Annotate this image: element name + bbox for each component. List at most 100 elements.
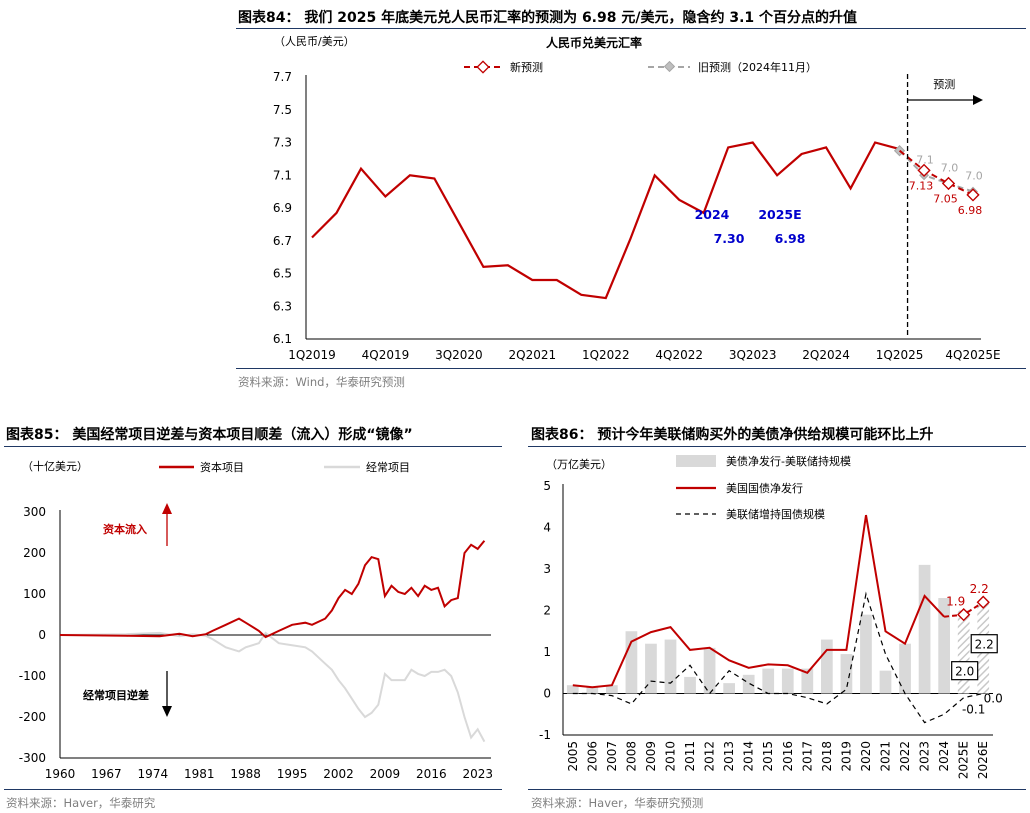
x-tick-label: 2016 — [416, 767, 447, 781]
y-tick-label: 0 — [543, 687, 551, 701]
net-supply-bar — [606, 685, 618, 694]
net-supply-bar — [625, 631, 638, 694]
new-forecast-marker — [917, 163, 931, 177]
x-tick-label: 2023 — [918, 741, 932, 772]
fig85-title: 图表85： 美国经常项目逆差与资本项目顺差（流入）形成“镜像” — [6, 427, 413, 443]
x-tick-label: 1995 — [277, 767, 308, 781]
x-tick-label: 2021 — [879, 741, 893, 772]
fig85-chart: （十亿美元） -300 -200 -100 0 100 200 300 1960 1967 1974… — [19, 459, 493, 781]
x-tick-label: 2019 — [839, 741, 853, 772]
x-tick-label: 3Q2020 — [435, 348, 483, 362]
x-tick-label: 2016 — [781, 741, 795, 772]
y-tick-label: 7.1 — [273, 168, 292, 182]
bar-value-box-label: 2.2 — [975, 638, 994, 652]
capital-inflow-label: 资本流入 — [103, 522, 147, 536]
x-tick-label: 1Q2022 — [582, 348, 630, 362]
y-tick-label: 7.5 — [273, 103, 292, 117]
current-account-line — [59, 631, 486, 743]
y-tick-label: 7.7 — [273, 70, 292, 84]
new-forecast-marker — [966, 188, 980, 202]
old-forecast-line — [898, 149, 974, 193]
x-tick-label: 1981 — [184, 767, 215, 781]
fig84-title: 图表84： 我们 2025 年底美元兑人民币汇率的预测为 6.98 元/美元，隐… — [238, 10, 858, 26]
history-line — [311, 141, 900, 300]
y-tick-label: 3 — [543, 562, 551, 576]
fed-forecast-value-label: 0.0 — [984, 692, 1003, 706]
capital-account-line — [59, 540, 486, 639]
old-forecast-value-label: 7.0 — [965, 170, 983, 183]
y-axis-unit: （十亿美元） — [22, 459, 88, 473]
net-supply-bar — [938, 598, 950, 694]
year-2025-label: 2025E — [758, 207, 801, 222]
legend-new-marker — [476, 60, 490, 74]
net-supply-bar — [821, 639, 833, 694]
x-tick-label: 2012 — [703, 741, 717, 772]
net-supply-bar — [742, 674, 755, 694]
new-forecast-marker — [941, 176, 956, 191]
fig84-bottom-rule — [236, 368, 1026, 369]
y-axis-unit: （人民币/美元） — [274, 35, 355, 48]
year-2024-label: 2024 — [695, 207, 730, 222]
new-forecast-value-label: 7.13 — [909, 179, 934, 192]
treasury-forecast-value-label: 1.9 — [946, 595, 965, 609]
y-tick-label: 6.7 — [273, 234, 292, 248]
x-tick-label: 2024 — [937, 741, 951, 772]
legend-old-label: 旧预测（2024年11月） — [698, 60, 817, 74]
net-supply-bar — [957, 610, 970, 694]
legend-net-label: 美国国债净发行 — [726, 481, 803, 495]
y-tick-label: 4 — [543, 521, 551, 535]
legend-new-label: 新预测 — [510, 60, 543, 74]
net-supply-bar — [586, 687, 599, 694]
x-tick-label: 3Q2023 — [729, 348, 777, 362]
x-tick-label: 2010 — [664, 741, 678, 772]
y-tick-label: 2 — [543, 604, 551, 618]
forecast-label: 预测 — [933, 78, 955, 91]
new-forecast-line — [898, 149, 974, 196]
x-tick-label: 2011 — [683, 741, 697, 772]
x-tick-label: 1974 — [138, 767, 169, 781]
fig86-title-rule — [528, 446, 1026, 447]
treasury-forecast-marker — [976, 595, 990, 609]
x-tick-label: 4Q2025E — [945, 348, 1000, 362]
x-tick-label: 2025E — [957, 741, 971, 779]
fig85-title-rule — [4, 446, 502, 447]
bar-value-box-label: 2.0 — [955, 665, 974, 679]
fig86-chart: （万亿美元） -1 0 1 2 3 4 5 2005 2006 2007 2008 2009 2010 20… — [539, 454, 1003, 779]
x-tick-label: 2026E — [976, 741, 990, 779]
x-tick-label: 2008 — [624, 741, 638, 772]
net-supply-bar — [684, 676, 696, 694]
legend-fed-label: 美联储增持国债规模 — [726, 507, 825, 521]
y-tick-label: 1 — [543, 645, 551, 659]
y-axis-unit: （万亿美元） — [546, 458, 612, 471]
x-tick-label: 2006 — [585, 741, 599, 772]
forecast-arrow-head — [973, 95, 983, 105]
x-tick-label: 2007 — [605, 741, 619, 772]
legend-current-label: 经常项目 — [366, 461, 410, 474]
net-supply-bar — [879, 670, 892, 694]
x-tick-label: 2002 — [323, 767, 354, 781]
x-tick-label: 2017 — [800, 741, 814, 772]
y-tick-label: -1 — [539, 728, 551, 742]
y-tick-label: -300 — [19, 751, 46, 765]
y-tick-label: 300 — [23, 505, 46, 519]
y-tick-label: 100 — [23, 587, 46, 601]
net-supply-bar — [703, 647, 716, 694]
net-supply-bar — [918, 564, 931, 694]
x-tick-label: 1988 — [230, 767, 261, 781]
new-forecast-value-label: 6.98 — [958, 204, 983, 217]
y-tick-label: 200 — [23, 546, 46, 560]
x-tick-label: 2009 — [644, 741, 658, 772]
y-tick-label: 5 — [543, 479, 551, 493]
y-tick-label: -100 — [19, 669, 46, 683]
y-tick-label: 6.3 — [273, 299, 292, 313]
legend-capital-label: 资本项目 — [200, 460, 244, 474]
net-supply-bar — [860, 614, 872, 694]
x-tick-label: 2018 — [820, 741, 834, 772]
fig84-chart: （人民币/美元） 人民币兑美元汇率 6.1 6.3 6.5 6.7 6.9 7.1 7.3 7.5… — [273, 35, 1001, 362]
fig84-source: 资料来源：Wind，华泰研究预测 — [238, 375, 405, 389]
x-tick-label: 1Q2025 — [876, 348, 924, 362]
x-tick-label: 2022 — [898, 741, 912, 772]
fig84-title-rule — [236, 28, 1026, 29]
x-tick-label: 2020 — [859, 741, 873, 772]
fig86-bottom-rule — [528, 789, 1026, 790]
